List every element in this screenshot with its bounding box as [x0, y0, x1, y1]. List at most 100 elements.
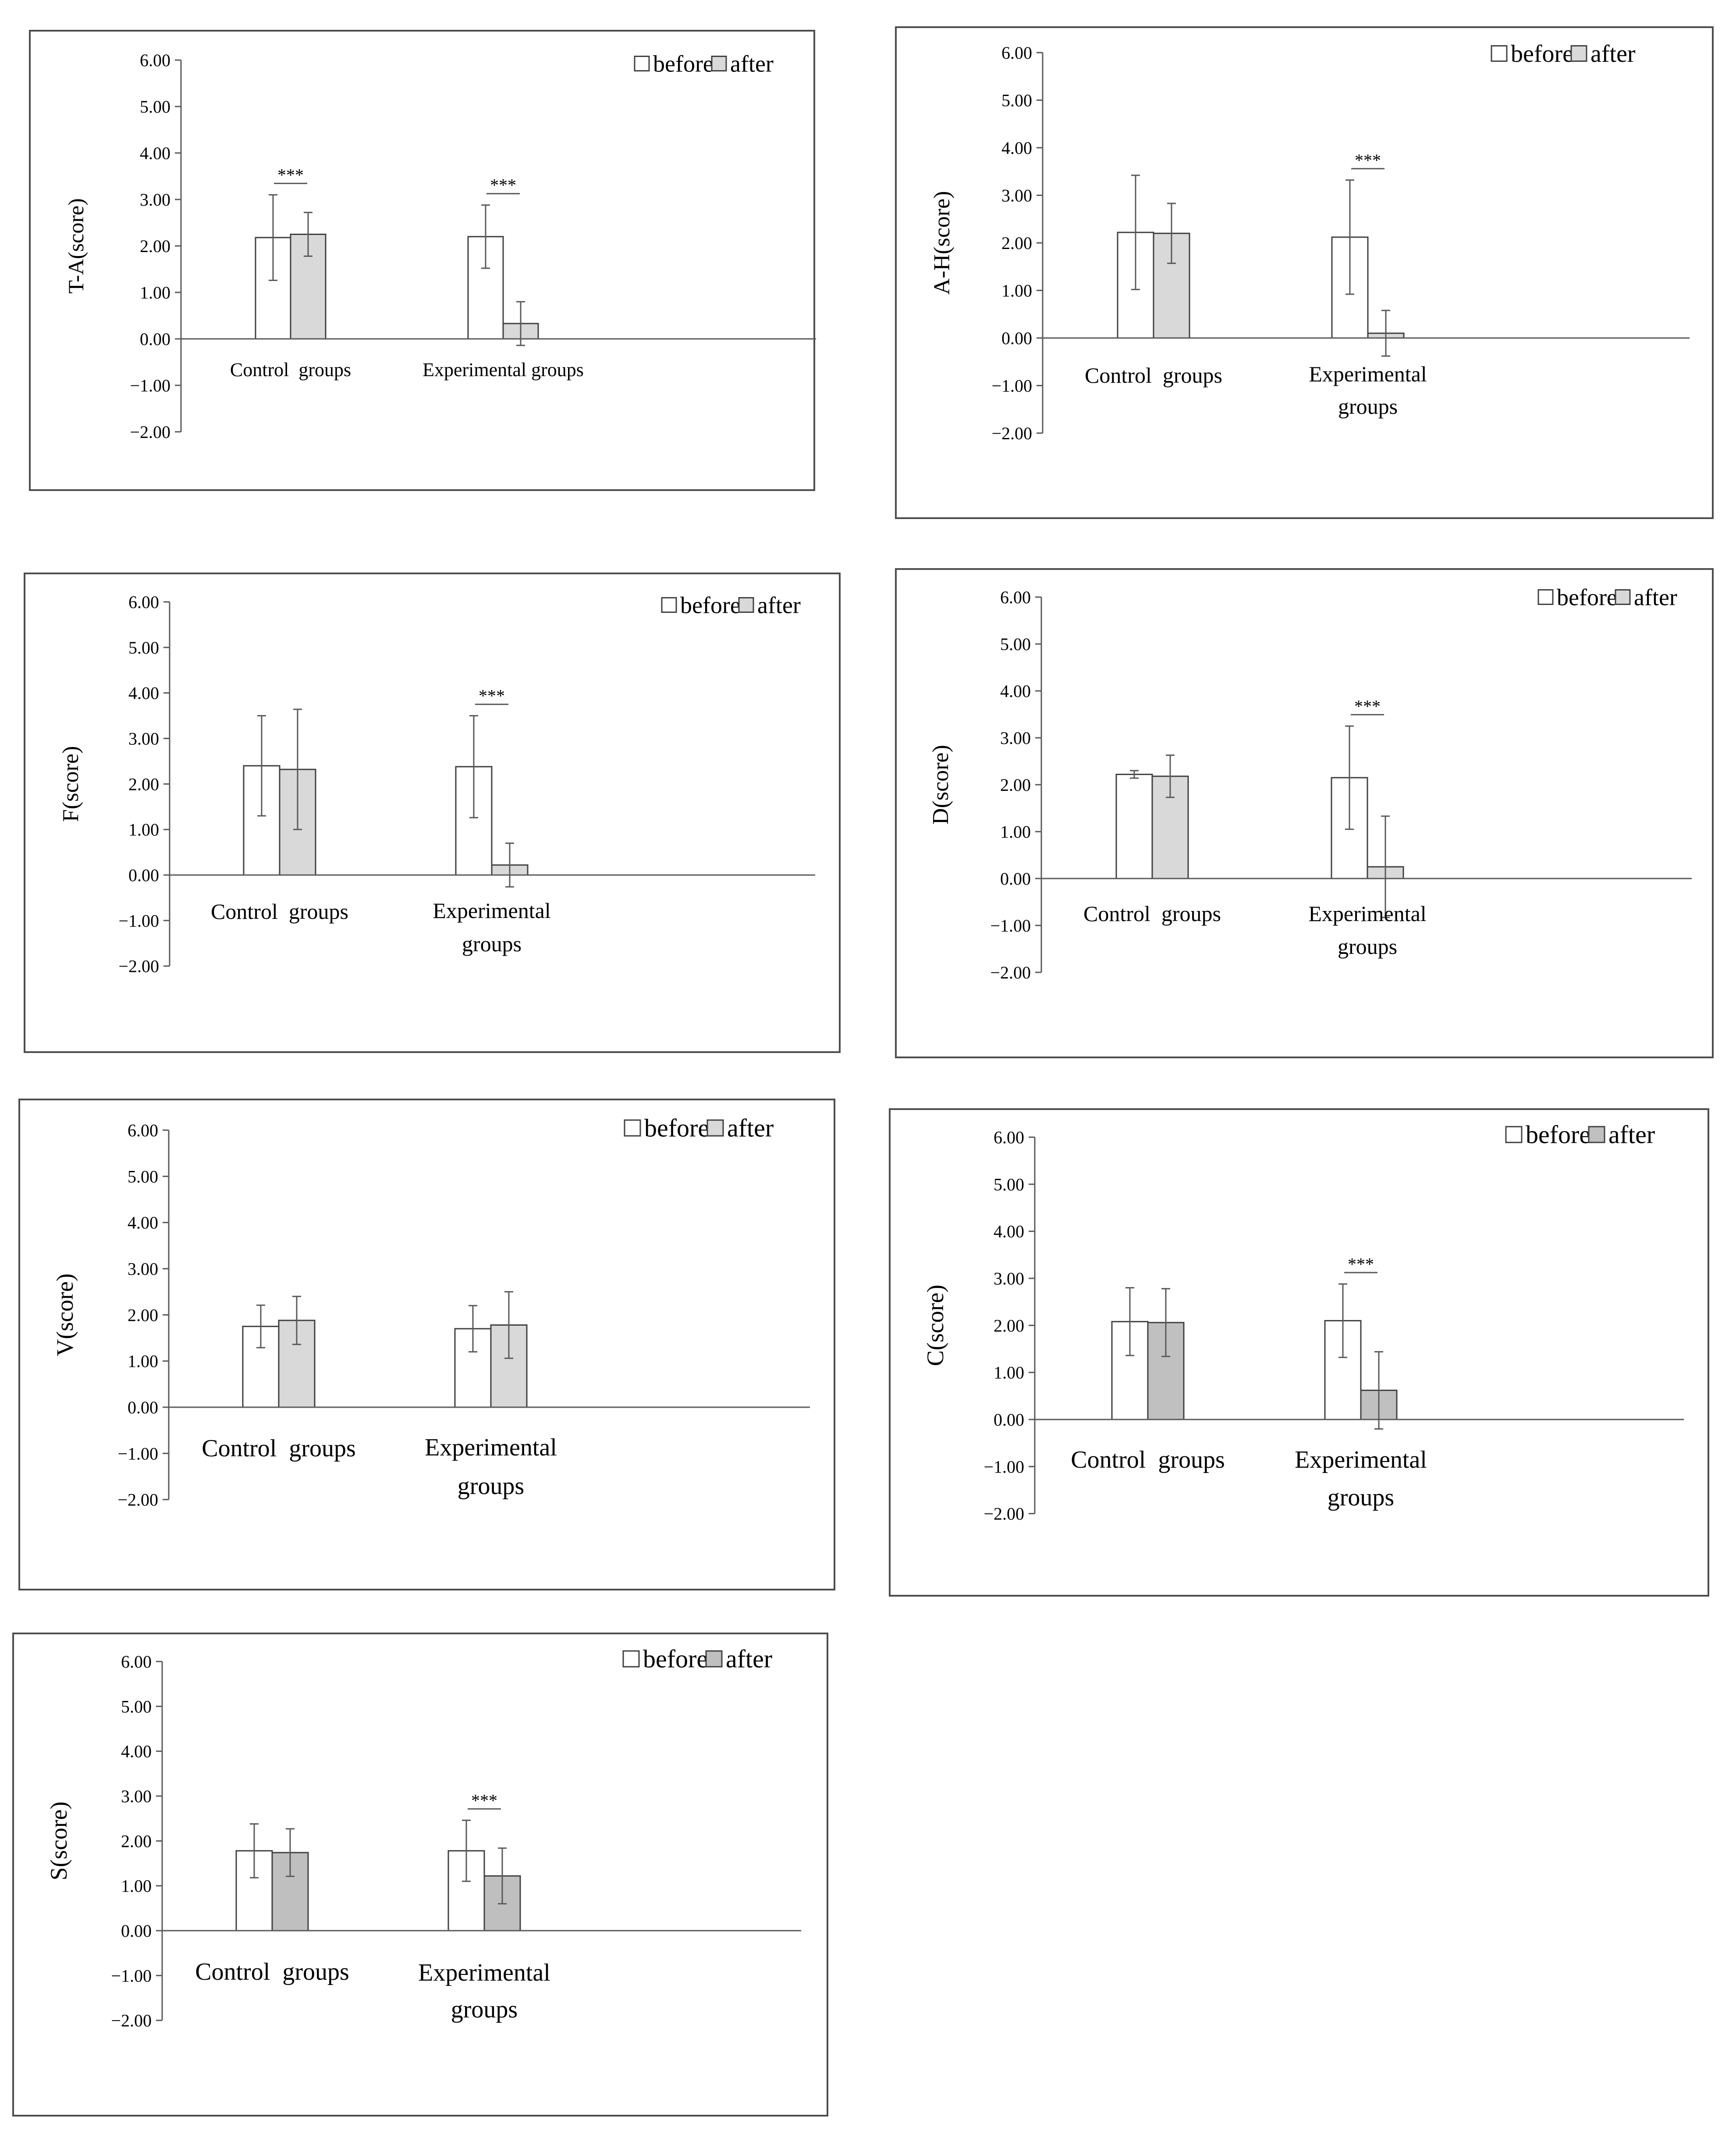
y-tick-label: −1.00 — [991, 376, 1032, 396]
y-tick-label: 0.00 — [1000, 869, 1031, 889]
category-label-experimental: Experimental groups — [433, 898, 550, 956]
y-tick-label: −2.00 — [111, 2011, 152, 2031]
y-tick-label: 2.00 — [1001, 233, 1032, 253]
bar-before-control — [1115, 773, 1153, 879]
y-tick-label: 3.00 — [121, 1786, 152, 1806]
category-label-control: Control groups — [211, 899, 348, 924]
panel-frame — [895, 568, 1714, 1058]
y-tick-label: 6.00 — [128, 592, 159, 612]
y-tick-label: 2.00 — [128, 774, 159, 794]
chart-panel-1: 6.00 5.00 4.00 3.00 2.00 1.00 0.00 −1.00 −2.00 T-… — [29, 30, 816, 491]
y-axis-label: T-A(score) — [64, 198, 88, 294]
chart-panel-7: 6.00 5.00 4.00 3.00 2.00 1.00 0.00 −1.00 −2.00 S(… — [12, 1633, 828, 2117]
y-tick-label: 5.00 — [140, 97, 170, 117]
legend-label-before: before — [644, 1114, 709, 1142]
category-label-experimental: Experimental groups — [425, 1434, 557, 1500]
category-label-experimental: Experimental groups — [1295, 1446, 1427, 1511]
chart-panel-3: 6.00 5.00 4.00 3.00 2.00 1.00 0.00 −1.00 −2.00 F(… — [24, 573, 841, 1053]
legend: before after — [1505, 1121, 1655, 1149]
legend: before after — [1537, 584, 1677, 610]
y-tick-label: 4.00 — [121, 1742, 152, 1761]
bar-after-control — [1151, 776, 1189, 879]
legend-swatch-before — [622, 1650, 640, 1668]
legend-label-after: after — [730, 50, 774, 77]
legend-label-after: after — [727, 1114, 774, 1142]
y-tick-label: 6.00 — [128, 1121, 158, 1140]
panel-frame — [24, 573, 841, 1053]
significance-marker: *** — [479, 686, 505, 706]
legend-swatch-after — [706, 1119, 724, 1137]
category-label-control: Control groups — [1083, 901, 1221, 926]
legend-label-before: before — [1511, 40, 1573, 68]
y-tick-label: −1.00 — [118, 911, 159, 931]
significance-marker: *** — [490, 175, 516, 195]
y-tick-label: 6.00 — [994, 1128, 1024, 1147]
legend-swatch-after — [1570, 45, 1587, 62]
category-label-experimental: Experimental groups — [418, 1959, 550, 2023]
y-tick-label: 2.00 — [121, 1831, 152, 1851]
y-tick-label: 0.00 — [128, 1398, 158, 1417]
legend-label-after: after — [726, 1645, 772, 1673]
y-tick-label: 3.00 — [128, 729, 159, 749]
y-tick-label: 5.00 — [1001, 91, 1032, 110]
y-tick-label: −1.00 — [117, 1444, 158, 1463]
y-tick-label: −2.00 — [130, 422, 170, 442]
legend-swatch-after — [738, 597, 754, 613]
legend-label-before: before — [1557, 584, 1617, 610]
legend: before after — [1491, 40, 1636, 68]
category-label-control: Control groups — [1085, 363, 1222, 388]
y-axis-label: D(score) — [928, 745, 953, 825]
category-label-experimental: Experimental groups — [1308, 901, 1426, 959]
legend-label-after: after — [1608, 1121, 1655, 1149]
y-tick-label: 5.00 — [121, 1697, 152, 1716]
legend-swatch-after — [705, 1650, 723, 1668]
y-tick-label: 6.00 — [140, 50, 170, 70]
category-label-control: Control groups — [230, 359, 351, 381]
y-tick-label: 5.00 — [994, 1174, 1024, 1194]
legend-swatch-before — [634, 56, 650, 71]
legend-label-before: before — [653, 50, 714, 77]
y-tick-label: 1.00 — [140, 283, 170, 302]
legend-swatch-before — [1491, 45, 1508, 62]
y-tick-label: −1.00 — [130, 376, 170, 395]
legend-swatch-before — [661, 597, 677, 613]
y-tick-label: 2.00 — [994, 1316, 1024, 1335]
y-tick-label: 1.00 — [994, 1363, 1024, 1383]
legend: before after — [624, 1114, 774, 1142]
y-tick-label: 0.00 — [121, 1921, 152, 1941]
legend: before after — [622, 1645, 772, 1673]
bar-before-control — [235, 1850, 273, 1932]
legend-swatch-before — [1537, 589, 1554, 605]
y-tick-label: −2.00 — [991, 423, 1032, 443]
chart-panel-4: 6.00 5.00 4.00 3.00 2.00 1.00 0.00 −1.00 −2.00 D(… — [895, 568, 1714, 1058]
y-tick-label: −1.00 — [990, 916, 1031, 936]
chart-panel-5: 6.00 5.00 4.00 3.00 2.00 1.00 0.00 −1.00 −2.00 V(… — [18, 1099, 835, 1590]
significance-marker: *** — [1348, 1254, 1374, 1274]
y-tick-label: 5.00 — [128, 1167, 158, 1186]
legend: before after — [661, 592, 801, 618]
y-tick-label: 4.00 — [994, 1222, 1024, 1242]
legend-label-before: before — [1526, 1121, 1590, 1149]
category-label-experimental: Experimental groups — [1309, 362, 1427, 419]
legend: before after — [634, 50, 774, 77]
significance-marker: *** — [471, 1790, 497, 1810]
y-axis-label: F(score) — [58, 746, 83, 822]
y-tick-label: 3.00 — [1000, 728, 1031, 748]
y-axis-label: A-H(score) — [930, 191, 955, 295]
y-axis-label: C(score) — [922, 1284, 948, 1366]
y-tick-label: 5.00 — [128, 638, 159, 658]
y-tick-label: 6.00 — [1001, 43, 1032, 63]
y-tick-label: 0.00 — [128, 865, 159, 885]
y-tick-label: 1.00 — [128, 820, 159, 840]
significance-marker: *** — [1355, 150, 1381, 170]
y-tick-label: 1.00 — [1000, 822, 1031, 842]
y-tick-label: 4.00 — [1000, 681, 1031, 701]
legend-label-before: before — [680, 592, 741, 618]
y-tick-label: 2.00 — [128, 1305, 158, 1325]
legend-swatch-after — [1588, 1126, 1605, 1143]
category-label-experimental: Experimental groups — [422, 359, 584, 381]
legend-label-before: before — [643, 1645, 708, 1673]
panel-frame — [889, 1108, 1709, 1597]
y-tick-label: 0.00 — [1001, 328, 1032, 348]
panel-frame — [29, 30, 815, 491]
